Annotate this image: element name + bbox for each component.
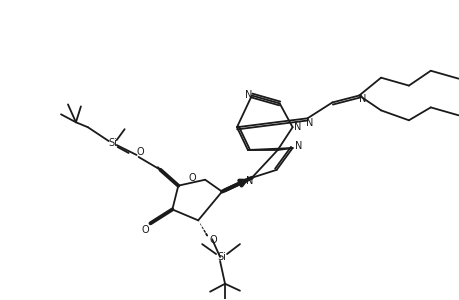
Text: O: O xyxy=(141,225,149,235)
Text: N: N xyxy=(294,141,302,151)
Text: N: N xyxy=(246,176,253,186)
Text: N: N xyxy=(305,118,313,128)
Text: N: N xyxy=(358,94,365,104)
Text: O: O xyxy=(136,147,144,157)
Text: Si: Si xyxy=(108,138,117,148)
Text: O: O xyxy=(188,173,196,183)
Text: N: N xyxy=(245,89,252,100)
Text: O: O xyxy=(209,235,217,245)
Text: N: N xyxy=(293,122,301,132)
Text: Si: Si xyxy=(217,252,226,262)
Polygon shape xyxy=(157,167,178,186)
